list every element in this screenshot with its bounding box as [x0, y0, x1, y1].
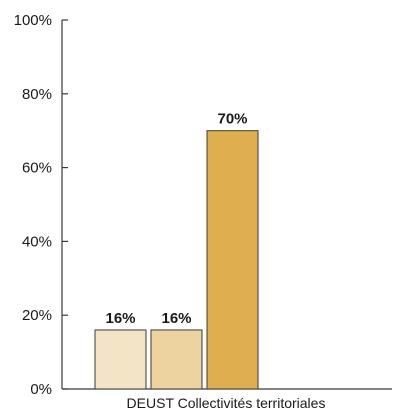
- bar: [206, 130, 259, 390]
- bar: [150, 329, 203, 390]
- y-tick-label: 20%: [22, 307, 52, 324]
- y-tick-label: 100%: [14, 12, 52, 29]
- bar-data-label: 16%: [105, 310, 135, 327]
- bar-data-label: 70%: [217, 111, 247, 128]
- y-tick-label: 0%: [30, 381, 52, 398]
- y-tick-label: 80%: [22, 86, 52, 103]
- category-label: DEUST Collectivités territoriales: [127, 395, 326, 411]
- y-tick-label: 40%: [22, 233, 52, 250]
- bar-data-label: 16%: [161, 310, 191, 327]
- y-tick-label: 60%: [22, 160, 52, 177]
- bar: [94, 329, 147, 390]
